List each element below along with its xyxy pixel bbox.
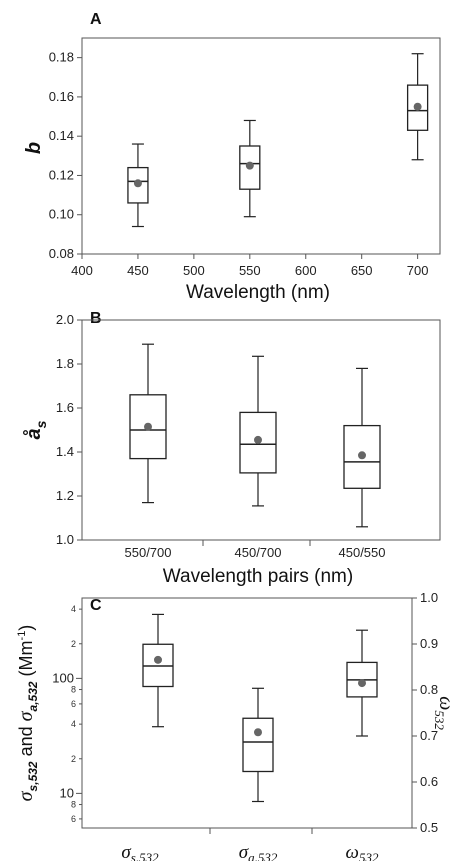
panel-c-cat-sigma-s: σs,532: [121, 842, 159, 861]
panel-c-letter: C: [90, 597, 102, 614]
panel-c-category-labels: σs,532 σa,532 ω532: [121, 842, 379, 861]
box-0: [127, 143, 149, 228]
y-left-minor-label: 4: [71, 604, 76, 614]
x-tick-label: 550: [239, 263, 261, 278]
mean-point: [144, 422, 152, 431]
panel-b-y-label: ås: [22, 420, 49, 439]
box-1: [239, 119, 261, 218]
y-right-tick-label: 0.8: [420, 682, 438, 697]
box-1: [239, 355, 277, 507]
box-body: [406, 84, 429, 131]
y-tick-label: 1.0: [56, 532, 74, 547]
mean-point: [254, 435, 262, 444]
y-left-minor-label: 6: [71, 814, 76, 824]
y-left-minor-label: 2: [71, 639, 76, 649]
panel-b-y-label-main: å: [22, 428, 45, 439]
panel-c-x-axis: [209, 828, 313, 834]
panel-a-frame: [81, 37, 441, 255]
y-left-major-label: 100: [52, 670, 74, 685]
panel-a-y-label: b: [23, 142, 45, 154]
panel-b: B 1.0 1.2 1.4 1.6 1.8 2.0 550/700 450/700 450/5…: [22, 310, 441, 587]
mean-point: [358, 451, 366, 460]
y-tick-label: 0.16: [49, 89, 74, 104]
x-tick-label: 450: [127, 263, 149, 278]
panel-a-y-axis: 0.08 0.10 0.12 0.14 0.16 0.18: [49, 50, 82, 261]
y-left-minor-label: 8: [71, 800, 76, 810]
box-2: [343, 367, 381, 528]
panel-a-x-axis: 400 450 500 550 600 650 700: [71, 254, 428, 278]
y-tick-label: 1.6: [56, 400, 74, 415]
x-tick-label: 550/700: [125, 545, 172, 560]
y-tick-label: 0.18: [49, 50, 74, 65]
y-tick-label: 1.4: [56, 444, 74, 459]
box-body: [127, 166, 149, 204]
box-body: [343, 424, 381, 489]
y-right-tick-label: 0.7: [420, 728, 438, 743]
x-tick-label: 600: [295, 263, 317, 278]
x-tick-label: 700: [407, 263, 429, 278]
y-left-minor-label: 4: [71, 719, 76, 729]
box-body: [129, 394, 167, 460]
panel-c-frame: [81, 597, 413, 829]
panel-c-left-y-axis: 10 100 6 8 2 4 6 8 2 4: [52, 604, 82, 824]
panel-b-y-axis: 1.0 1.2 1.4 1.6 1.8 2.0: [56, 312, 82, 547]
x-tick-label: 400: [71, 263, 93, 278]
panel-a-x-label: Wavelength (nm): [186, 282, 330, 303]
panel-a-boxes: [127, 53, 429, 228]
y-tick-label: 0.08: [49, 246, 74, 261]
y-left-minor-label: 6: [71, 699, 76, 709]
x-tick-label: 650: [351, 263, 373, 278]
box-2: [406, 53, 429, 161]
x-tick-label: 450/700: [235, 545, 282, 560]
box-body: [239, 145, 261, 190]
panel-c-boxes: [142, 613, 378, 803]
y-tick-label: 2.0: [56, 312, 74, 327]
y-tick-label: 1.8: [56, 356, 74, 371]
svg-text:σs,532 and σa,532 (Mm-1): σs,532 and σa,532 (Mm-1): [15, 625, 40, 802]
panel-b-x-label: Wavelength pairs (nm): [163, 566, 353, 587]
panel-c-left-y-label: σs,532 and σa,532 (Mm-1): [15, 625, 40, 802]
mean-point: [154, 655, 162, 664]
y-left-minor-label: 8: [71, 685, 76, 695]
y-tick-label: 0.12: [49, 167, 74, 182]
mean-point: [133, 179, 142, 188]
mean-point: [254, 728, 262, 737]
box-1: [242, 687, 274, 803]
panel-a-letter: A: [90, 11, 102, 28]
mean-point: [358, 679, 366, 688]
panel-c-right-y-label: ω532: [432, 696, 457, 730]
x-tick-label: 500: [183, 263, 205, 278]
panel-b-frame: [81, 319, 441, 541]
y-right-tick-label: 1.0: [420, 590, 438, 605]
panel-c: C 10 100 6 8 2 4 6 8 2 4 0.5 0.6 0.7 0.8 0.9 1.0 σs,53…: [15, 590, 457, 861]
panel-b-boxes: [129, 343, 381, 528]
y-tick-label: 0.14: [49, 128, 74, 143]
svg-text:ås: ås: [22, 420, 49, 439]
box-0: [129, 343, 167, 504]
panel-b-x-axis: 550/700 450/700 450/550: [125, 540, 386, 560]
panel-c-cat-sigma-a: σa,532: [239, 842, 278, 861]
box-body: [239, 411, 277, 474]
x-tick-label: 450/550: [339, 545, 386, 560]
y-right-tick-label: 0.9: [420, 636, 438, 651]
y-right-tick-label: 0.6: [420, 774, 438, 789]
panel-c-right-y-axis: 0.5 0.6 0.7 0.8 0.9 1.0: [412, 590, 438, 835]
panel-b-y-label-sub: s: [33, 420, 49, 428]
box-2: [346, 629, 378, 737]
panel-a: A 0.08 0.10 0.12 0.14 0.16 0.18 400 450 500 550 6…: [23, 11, 441, 303]
y-left-major-label: 10: [60, 785, 74, 800]
y-tick-label: 1.2: [56, 488, 74, 503]
panel-b-letter: B: [90, 310, 102, 327]
box-0: [142, 613, 174, 728]
mean-point: [413, 102, 422, 111]
svg-text:ω532: ω532: [432, 696, 457, 730]
y-right-tick-label: 0.5: [420, 820, 438, 835]
box-body: [242, 717, 274, 773]
mean-point: [245, 161, 254, 170]
y-left-minor-label: 2: [71, 754, 76, 764]
y-tick-label: 0.10: [49, 207, 74, 222]
panel-c-cat-omega: ω532: [346, 842, 379, 861]
